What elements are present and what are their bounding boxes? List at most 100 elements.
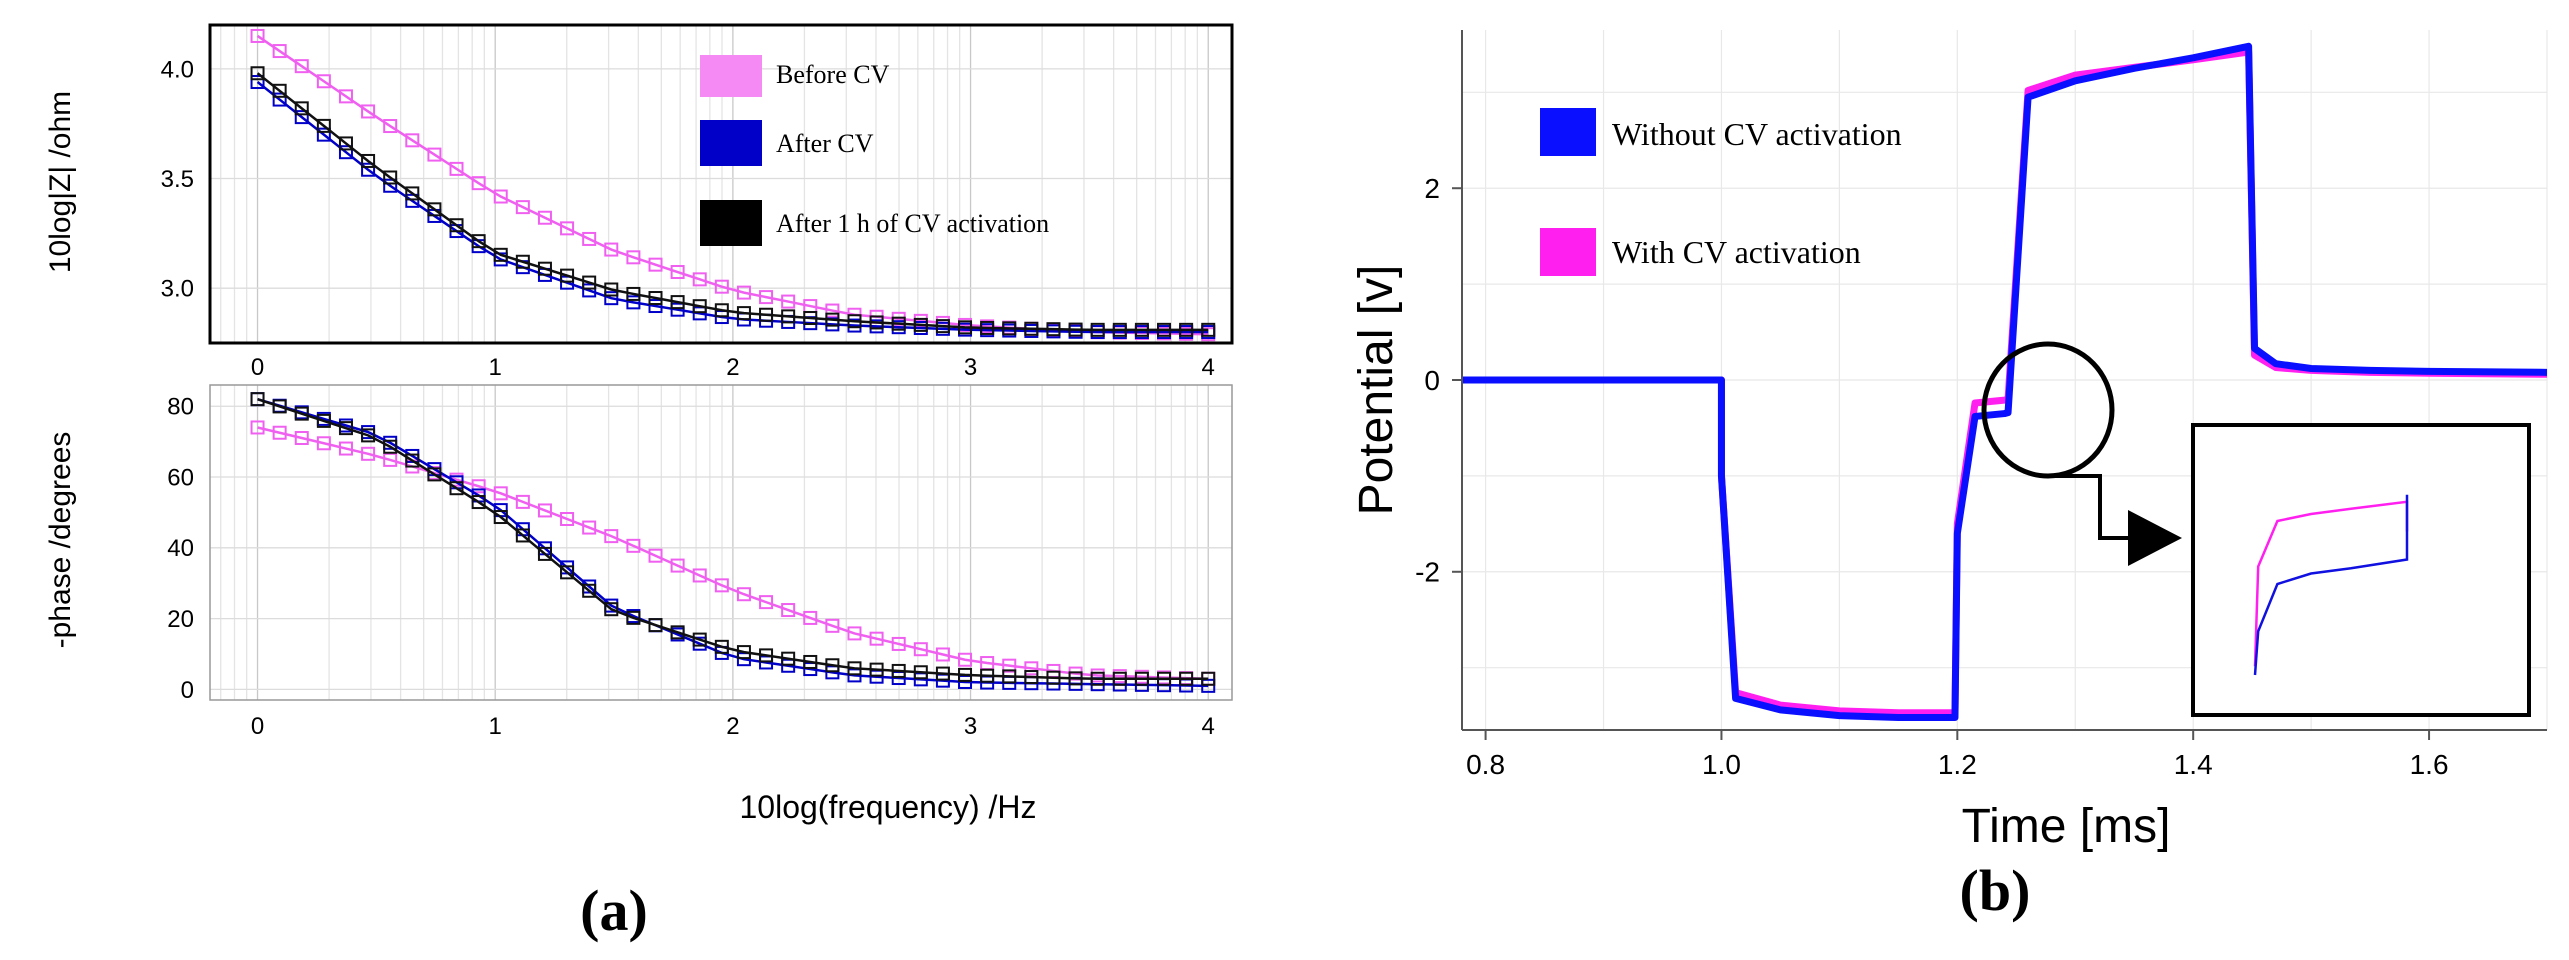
data-point-before-cv [493,486,508,501]
data-point-after-1-h-of-cv-activation [781,309,796,324]
data-point-after-1-h-of-cv-activation [692,632,707,647]
data-point-before-cv [935,647,950,662]
data-point-before-cv [405,133,420,148]
data-point-after-1-h-of-cv-activation [250,392,265,407]
data-point-after-1-h-of-cv-activation [338,421,353,436]
chart-a-bottom-grid [210,385,1232,700]
series-line-after-1-h-of-cv-activation [257,397,1209,681]
data-point-after-1-h-of-cv-activation [427,467,442,482]
chart-a-top-legend: Before CV After CV After 1 h of CV activ… [700,55,1049,246]
data-point-after-cv [626,295,641,310]
data-point-before-cv [250,420,265,435]
data-point-after-1-h-of-cv-activation [250,66,265,81]
data-point-before-cv [316,74,331,89]
data-point-after-1-h-of-cv-activation [272,399,287,414]
series-after-1-h-of-cv-activation [250,66,1216,337]
data-point-after-1-h-of-cv-activation [604,282,619,297]
data-point-after-1-h-of-cv-activation [958,320,973,335]
data-point-after-1-h-of-cv-activation [891,663,906,678]
data-point-after-1-h-of-cv-activation [1134,671,1149,686]
series-line-before-cv [257,426,1209,681]
data-point-after-cv [383,178,398,193]
data-point-after-1-h-of-cv-activation [1112,671,1127,686]
x-tick-label-0: 0 [251,713,264,740]
data-point-after-1-h-of-cv-activation [1134,322,1149,337]
chart-a-bottom-frame [209,384,1233,701]
data-point-before-cv [714,578,729,593]
data-point-before-cv [316,436,331,451]
data-point-after-1-h-of-cv-activation [427,202,442,217]
series-after-1-h-of-cv-activation [250,392,1216,686]
data-point-after-1-h-of-cv-activation [648,291,663,306]
data-point-after-1-h-of-cv-activation [714,303,729,318]
legend-label-without-cv: Without CV activation [1612,116,1902,152]
y-tick-label-40: 40 [167,535,194,562]
y-tick-label-3-5: 3.5 [161,166,194,193]
chart-b: 0.8 1.0 1.2 1.4 1.6 -2 0 2 Potential [v] Time [… [1350,30,2548,853]
data-point-after-1-h-of-cv-activation [913,665,928,680]
data-point-after-1-h-of-cv-activation [781,651,796,666]
data-point-after-1-h-of-cv-activation [935,666,950,681]
chart-b-tick-labels: 0.8 1.0 1.2 1.4 1.6 -2 0 2 [1415,173,2448,780]
data-point-after-1-h-of-cv-activation [383,170,398,185]
data-point-after-1-h-of-cv-activation [891,316,906,331]
chart-a-top: 0 1 2 3 4 3.0 3.5 4.0 10log|Z| /ohm Before CV A… [44,23,1234,381]
data-point-after-1-h-of-cv-activation [582,275,597,290]
data-point-after-1-h-of-cv-activation [1068,671,1083,686]
data-point-before-cv [714,279,729,294]
chart-a-top-tick-labels: 0 1 2 3 4 3.0 3.5 4.0 [161,56,1215,381]
x-tick-label-1-6: 1.6 [2410,749,2449,780]
chart-a-bottom-ylabel: -phase /degrees [44,432,77,649]
data-point-before-cv [648,548,663,563]
data-point-after-1-h-of-cv-activation [1090,671,1105,686]
data-point-before-cv [361,446,376,461]
legend-label-before-cv: Before CV [776,60,890,89]
data-point-before-cv [692,272,707,287]
data-point-after-1-h-of-cv-activation [803,311,818,326]
data-point-before-cv [781,294,796,309]
data-point-before-cv [604,242,619,257]
data-point-after-1-h-of-cv-activation [294,101,309,116]
series-line-after-cv [256,81,1209,334]
data-point-after-1-h-of-cv-activation [670,625,685,640]
data-point-before-cv [626,538,641,553]
zoom-connector-arrow-line [2048,474,2140,540]
x-tick-label-1-2: 1.2 [1938,749,1977,780]
data-point-after-1-h-of-cv-activation [515,528,530,543]
data-point-after-1-h-of-cv-activation [449,218,464,233]
legend-swatch-after-cv [700,120,762,166]
data-point-after-1-h-of-cv-activation [980,668,995,683]
data-point-before-cv [560,221,575,236]
data-point-after-1-h-of-cv-activation [714,639,729,654]
data-point-before-cv [383,119,398,134]
data-point-after-1-h-of-cv-activation [1112,322,1127,337]
data-point-after-1-h-of-cv-activation [471,234,486,249]
data-point-before-cv [781,603,796,618]
x-tick-label-2: 2 [726,354,739,381]
y-tick-label-4-0: 4.0 [161,56,194,83]
data-point-after-cv [582,283,597,298]
data-point-after-1-h-of-cv-activation [560,268,575,283]
x-tick-label-3: 3 [964,354,977,381]
data-point-after-1-h-of-cv-activation [1201,671,1216,686]
data-point-after-1-h-of-cv-activation [958,667,973,682]
data-point-before-cv [471,479,486,494]
data-point-before-cv [582,520,597,535]
data-point-after-1-h-of-cv-activation [582,583,597,598]
data-point-after-1-h-of-cv-activation [361,153,376,168]
data-point-before-cv [449,161,464,176]
data-point-after-1-h-of-cv-activation [648,618,663,633]
data-point-before-cv [294,431,309,446]
data-point-before-cv [493,189,508,204]
y-tick-label-0: 0 [1424,365,1440,396]
data-point-before-cv [736,285,751,300]
chart-b-xlabel: Time [ms] [1962,800,2171,853]
data-point-after-1-h-of-cv-activation [1002,321,1017,336]
data-point-before-cv [759,290,774,305]
chart-a-top-ylabel: 10log|Z| /ohm [44,91,77,273]
data-point-before-cv [515,200,530,215]
data-point-after-1-h-of-cv-activation [759,307,774,322]
data-point-after-1-h-of-cv-activation [471,495,486,510]
data-point-after-1-h-of-cv-activation [1201,322,1216,337]
